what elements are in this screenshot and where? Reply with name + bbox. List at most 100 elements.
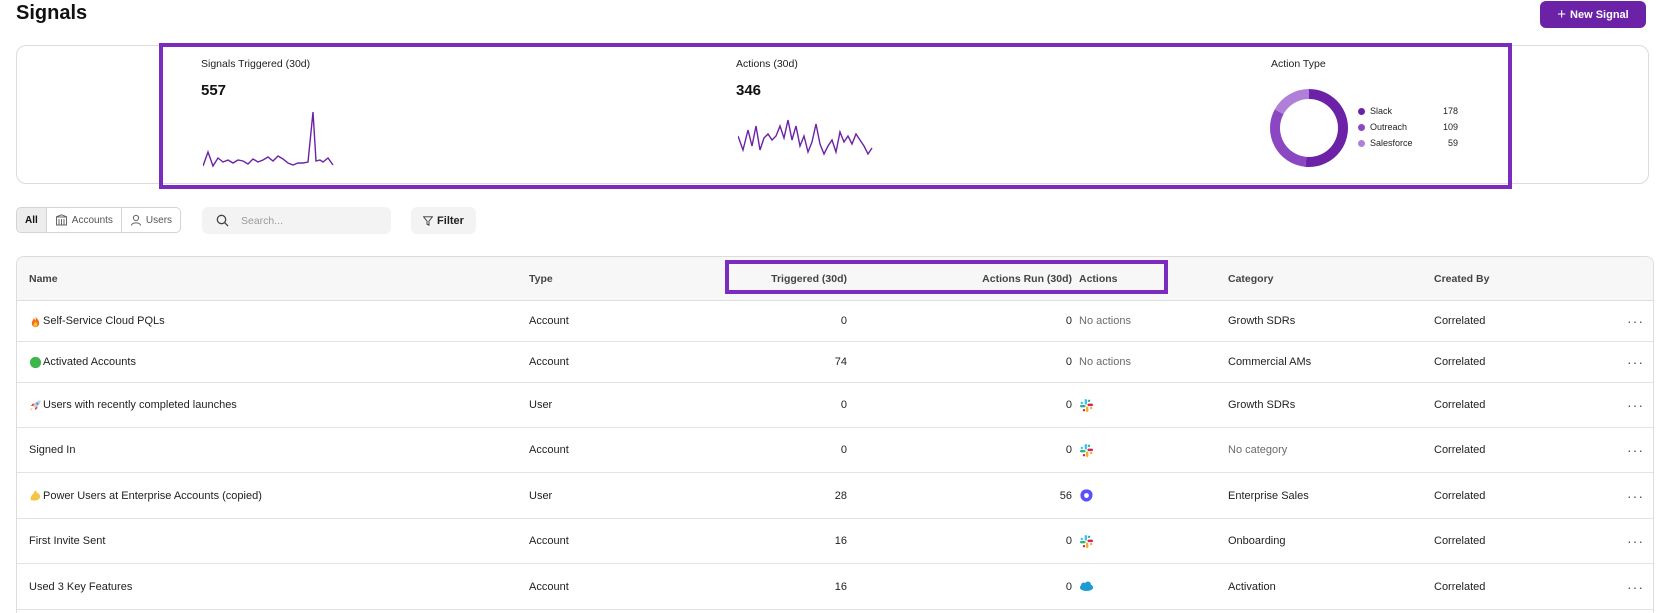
table-header: Name Type Triggered (30d) Actions Run (3… bbox=[17, 257, 1653, 301]
stat-label: Action Type bbox=[1271, 58, 1326, 70]
search-box bbox=[202, 207, 391, 234]
cell-name[interactable]: Signed In bbox=[29, 428, 509, 472]
row-menu-button[interactable]: ··· bbox=[1627, 473, 1647, 518]
cell-actions bbox=[1079, 383, 1199, 427]
building-icon bbox=[55, 214, 67, 226]
legend-name: Salesforce bbox=[1370, 138, 1413, 148]
search-icon bbox=[216, 214, 229, 227]
table-row[interactable]: First Invite Sent Account 16 0 Onboarding Cor… bbox=[17, 519, 1653, 564]
row-menu-button[interactable]: ··· bbox=[1627, 383, 1647, 427]
filter-icon bbox=[423, 215, 434, 226]
legend-dot bbox=[1358, 123, 1365, 131]
cell-category: No category bbox=[1228, 444, 1288, 456]
table-row[interactable]: Power Users at Enterprise Accounts (copi… bbox=[17, 473, 1653, 519]
cell-created-by: Correlated bbox=[1434, 356, 1486, 368]
col-header-type[interactable]: Type bbox=[529, 273, 553, 285]
cell-name[interactable]: Activated Accounts bbox=[29, 342, 509, 382]
row-menu-button[interactable]: ··· bbox=[1627, 428, 1647, 472]
cell-created-by: Correlated bbox=[1434, 444, 1486, 456]
actions-stat: Actions (30d) 346 bbox=[736, 58, 798, 99]
legend-name: Outreach bbox=[1370, 122, 1408, 132]
more-horizontal-icon: ··· bbox=[1627, 397, 1644, 413]
signal-name: Used 3 Key Features bbox=[29, 580, 133, 593]
more-horizontal-icon: ··· bbox=[1627, 354, 1644, 370]
cell-triggered: 0 bbox=[840, 315, 847, 327]
cell-name[interactable]: Users with recently completed launches bbox=[29, 383, 509, 427]
more-horizontal-icon: ··· bbox=[1627, 313, 1644, 329]
cell-name[interactable]: Used 3 Key Features bbox=[29, 564, 509, 609]
cell-type: Account bbox=[529, 356, 569, 368]
filter-button[interactable]: Filter bbox=[411, 207, 476, 234]
cell-created-by: Correlated bbox=[1434, 535, 1486, 547]
cell-created-by: Correlated bbox=[1434, 580, 1486, 593]
cell-name[interactable]: Self-Service Cloud PQLs bbox=[29, 301, 509, 341]
cell-actions-run: 0 bbox=[1065, 535, 1072, 547]
more-horizontal-icon: ··· bbox=[1627, 578, 1644, 595]
cell-actions bbox=[1079, 564, 1199, 609]
cell-actions-run: 0 bbox=[1065, 356, 1072, 368]
signals-triggered-stat: Signals Triggered (30d) 557 bbox=[201, 58, 310, 99]
plus-icon: + bbox=[1557, 5, 1567, 23]
table-row[interactable]: Activated Accounts Account 74 0 No actions Co… bbox=[17, 342, 1653, 383]
legend-value: 178 bbox=[1442, 106, 1458, 116]
cell-actions-run: 56 bbox=[1059, 489, 1072, 502]
more-horizontal-icon: ··· bbox=[1627, 487, 1644, 504]
col-header-category[interactable]: Category bbox=[1228, 273, 1274, 285]
green-circle-icon bbox=[29, 356, 43, 369]
action-type-legend: Slack 178 Outreach 109 Salesforce 59 bbox=[1358, 103, 1458, 151]
row-menu-button[interactable]: ··· bbox=[1627, 564, 1647, 609]
col-header-actions[interactable]: Actions bbox=[1079, 273, 1118, 285]
search-input[interactable] bbox=[241, 214, 381, 227]
legend-item-slack: Slack 178 bbox=[1358, 103, 1458, 119]
cell-type: Account bbox=[529, 580, 569, 593]
outreach-icon bbox=[1080, 489, 1093, 502]
table-row[interactable]: Used 3 Key Features Account 16 0 Activation C… bbox=[17, 564, 1653, 610]
segment-accounts[interactable]: Accounts bbox=[47, 208, 122, 232]
cell-type: User bbox=[529, 399, 553, 411]
cell-actions-run: 0 bbox=[1065, 580, 1072, 593]
row-menu-button[interactable]: ··· bbox=[1627, 301, 1647, 341]
new-signal-button[interactable]: + New Signal bbox=[1540, 1, 1646, 28]
cell-type: Account bbox=[529, 315, 569, 327]
cell-category: Activation bbox=[1228, 580, 1276, 593]
action-type-stat: Action Type bbox=[1271, 58, 1326, 70]
table-body: Self-Service Cloud PQLs Account 0 0 No actio… bbox=[17, 301, 1653, 610]
col-header-name[interactable]: Name bbox=[29, 273, 58, 285]
signal-name: First Invite Sent bbox=[29, 535, 106, 547]
cell-triggered: 74 bbox=[834, 356, 847, 368]
cell-created-by: Correlated bbox=[1434, 315, 1486, 327]
cell-category: Enterprise Sales bbox=[1228, 489, 1309, 502]
row-menu-button[interactable]: ··· bbox=[1627, 342, 1647, 382]
no-actions-text: No actions bbox=[1079, 315, 1131, 327]
row-menu-button[interactable]: ··· bbox=[1627, 519, 1647, 563]
more-horizontal-icon: ··· bbox=[1627, 533, 1644, 549]
table-row[interactable]: Signed In Account 0 0 No category Correlated ·… bbox=[17, 428, 1653, 473]
cell-actions-run: 0 bbox=[1065, 315, 1072, 327]
segment-users[interactable]: Users bbox=[122, 208, 180, 232]
table-row[interactable]: Users with recently completed launches Us… bbox=[17, 383, 1653, 428]
filter-label: Filter bbox=[437, 214, 464, 227]
stat-label: Signals Triggered (30d) bbox=[201, 58, 311, 70]
table-row[interactable]: Self-Service Cloud PQLs Account 0 0 No actio… bbox=[17, 301, 1653, 342]
no-actions-text: No actions bbox=[1079, 356, 1131, 368]
cell-type: Account bbox=[529, 444, 569, 456]
slack-icon bbox=[1079, 398, 1094, 412]
action-type-donut-chart bbox=[1270, 89, 1348, 167]
segment-all[interactable]: All bbox=[17, 208, 47, 232]
cell-name[interactable]: Power Users at Enterprise Accounts (copi… bbox=[29, 473, 509, 518]
cell-category: Onboarding bbox=[1228, 535, 1286, 547]
cell-actions bbox=[1079, 519, 1199, 563]
col-header-triggered[interactable]: Triggered (30d) bbox=[771, 273, 847, 285]
cell-actions: No actions bbox=[1079, 301, 1199, 341]
col-header-created-by[interactable]: Created By bbox=[1434, 273, 1490, 285]
legend-item-outreach: Outreach 109 bbox=[1358, 119, 1458, 135]
salesforce-icon bbox=[1079, 581, 1094, 591]
signal-name: Self-Service Cloud PQLs bbox=[43, 315, 165, 327]
more-horizontal-icon: ··· bbox=[1627, 442, 1644, 458]
segment-label: Accounts bbox=[71, 214, 113, 226]
stat-label: Actions (30d) bbox=[736, 58, 798, 70]
fire-icon bbox=[29, 315, 43, 328]
cell-name[interactable]: First Invite Sent bbox=[29, 519, 509, 563]
col-header-actions-run[interactable]: Actions Run (30d) bbox=[982, 273, 1072, 285]
cell-actions-run: 0 bbox=[1065, 444, 1072, 456]
